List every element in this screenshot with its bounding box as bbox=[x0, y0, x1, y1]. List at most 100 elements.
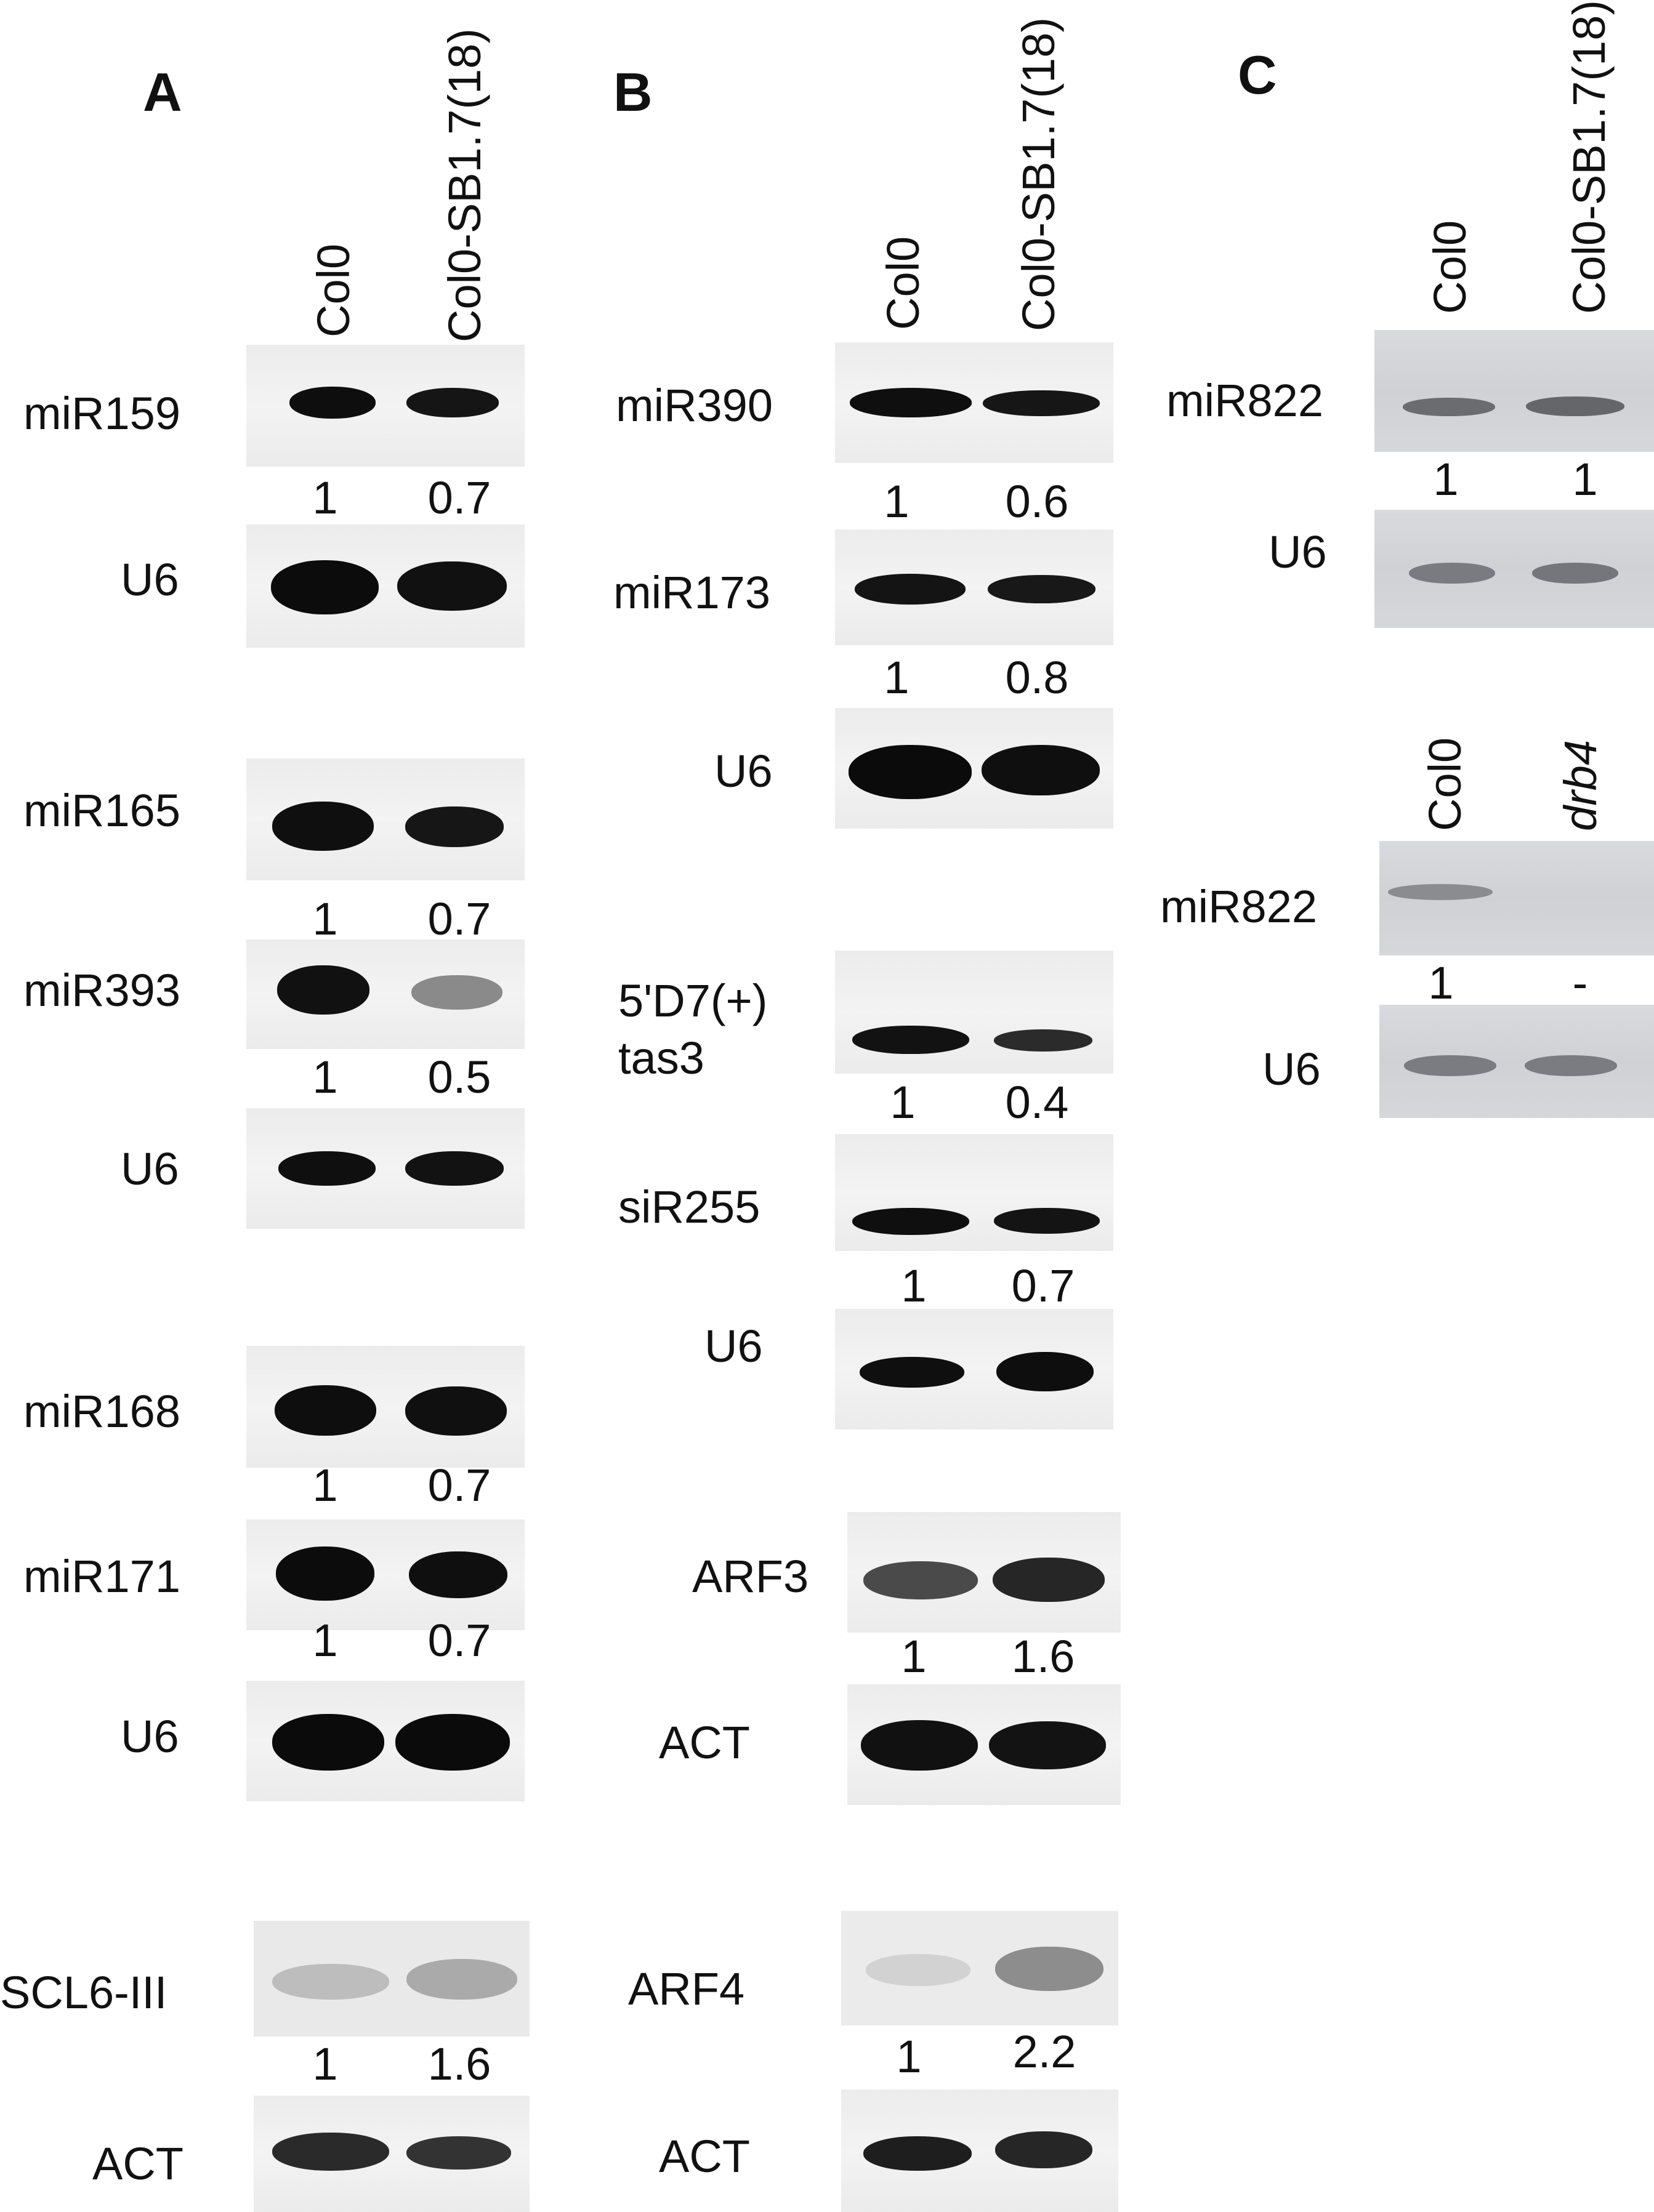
panel-a-blot-u6-3 bbox=[246, 1681, 525, 1801]
band bbox=[994, 1208, 1100, 1234]
panel-a-quant-mir393-sb: 0.5 bbox=[427, 1052, 491, 1103]
panel-a-letter: A bbox=[143, 62, 182, 123]
panel-c-blot-mir822-1 bbox=[1374, 330, 1654, 452]
panel-b-label-act-1: ACT bbox=[659, 1717, 750, 1768]
panel-c-label-mir822-2: miR822 bbox=[1160, 881, 1317, 932]
band bbox=[272, 1964, 389, 2000]
panel-a-blot-mir165 bbox=[246, 758, 525, 880]
panel-c-quant-mir822-2-drb4: - bbox=[1572, 957, 1588, 1008]
band bbox=[988, 575, 1095, 603]
band bbox=[1409, 563, 1495, 584]
panel-b-blot-sir255 bbox=[835, 1134, 1113, 1251]
panel-a-blot-mir171 bbox=[246, 1519, 525, 1630]
band bbox=[397, 561, 507, 611]
panel-a-quant-mir171-sb: 0.7 bbox=[427, 1615, 491, 1666]
panel-c-lane-sb17: Col0-SB1.7(18) bbox=[1563, 0, 1615, 314]
panel-b-quant-arf3-col0: 1 bbox=[901, 1631, 927, 1682]
panel-b-label-mir173: miR173 bbox=[613, 567, 770, 618]
panel-a-quant-mir393-col0: 1 bbox=[312, 1052, 338, 1103]
panel-a-quant-mir165-col0: 1 bbox=[312, 893, 338, 944]
panel-b-label-act-2: ACT bbox=[659, 2131, 750, 2182]
band bbox=[276, 1546, 374, 1601]
panel-b-blot-act-1 bbox=[847, 1684, 1121, 1805]
band bbox=[996, 1352, 1094, 1391]
band bbox=[406, 1959, 517, 2000]
panel-a-label-u6-1: U6 bbox=[121, 554, 179, 605]
panel-a-label-u6-2: U6 bbox=[121, 1143, 179, 1194]
panel-b-quant-sir255-col0: 1 bbox=[901, 1260, 927, 1311]
band bbox=[411, 975, 502, 1010]
panel-c-quant-mir822-2-col0: 1 bbox=[1428, 957, 1454, 1008]
band bbox=[855, 574, 966, 605]
panel-a-label-u6-3: U6 bbox=[121, 1711, 179, 1762]
panel-c-label-u6-1: U6 bbox=[1269, 526, 1327, 577]
panel-a-quant-mir159-col0: 1 bbox=[312, 472, 338, 523]
panel-a-quant-mir168-sb: 0.7 bbox=[427, 1460, 491, 1511]
panel-c-blot-u6-2 bbox=[1379, 1005, 1654, 1118]
panel-b-quant-tas3-col0: 1 bbox=[890, 1077, 916, 1128]
panel-a-quant-mir159-sb: 0.7 bbox=[427, 472, 491, 523]
panel-b-quant-arf3-sb: 1.6 bbox=[1011, 1631, 1075, 1682]
panel-a-lane-col0: Col0 bbox=[308, 243, 359, 337]
band bbox=[983, 390, 1100, 416]
panel-a-label-act: ACT bbox=[92, 2138, 184, 2189]
panel-c-lane-col0: Col0 bbox=[1424, 220, 1475, 314]
panel-b-blot-mir173 bbox=[835, 529, 1113, 645]
panel-b-blot-arf4 bbox=[841, 1911, 1118, 2025]
band bbox=[989, 1721, 1106, 1769]
panel-a-quant-mir171-col0: 1 bbox=[312, 1615, 338, 1666]
band bbox=[1525, 1055, 1617, 1076]
band bbox=[289, 387, 376, 419]
band bbox=[406, 388, 499, 417]
panel-a-blot-mir168 bbox=[246, 1346, 525, 1468]
panel-b-quant-arf4-sb: 2.2 bbox=[1012, 2026, 1076, 2077]
panel-b-label-arf3: ARF3 bbox=[692, 1551, 809, 1602]
band bbox=[272, 2133, 389, 2171]
panel-b-quant-mir173-sb: 0.8 bbox=[1005, 652, 1069, 703]
panel-a-blot-u6-1 bbox=[246, 525, 525, 648]
panel-c-label-u6-2: U6 bbox=[1262, 1044, 1321, 1095]
panel-b-blot-u6-1 bbox=[835, 708, 1113, 829]
band bbox=[994, 1029, 1092, 1052]
band bbox=[275, 1385, 376, 1436]
band bbox=[1404, 1055, 1496, 1076]
panel-b-label-u6-1: U6 bbox=[714, 746, 773, 797]
panel-c-letter: C bbox=[1238, 44, 1277, 105]
panel-b-blot-arf3 bbox=[847, 1512, 1121, 1633]
band bbox=[278, 1151, 376, 1186]
band bbox=[405, 806, 504, 847]
band bbox=[1403, 398, 1495, 416]
band bbox=[277, 965, 369, 1015]
panel-b-label-u6-2: U6 bbox=[704, 1321, 763, 1372]
band bbox=[852, 1026, 969, 1054]
band bbox=[993, 1558, 1105, 1602]
panel-c-lane-col0-2: Col0 bbox=[1419, 737, 1470, 831]
band bbox=[272, 802, 374, 851]
band bbox=[849, 745, 972, 799]
panel-a-label-mir168: miR168 bbox=[23, 1386, 180, 1437]
panel-b-blot-tas3 bbox=[835, 951, 1113, 1074]
band bbox=[271, 560, 379, 614]
panel-a-label-mir393: miR393 bbox=[23, 965, 180, 1016]
band bbox=[409, 1551, 507, 1598]
band bbox=[1388, 884, 1493, 900]
band bbox=[1526, 396, 1624, 416]
panel-a-blot-scl6 bbox=[254, 1921, 530, 2037]
panel-b-label-arf4: ARF4 bbox=[628, 1963, 745, 2014]
panel-a-label-scl6: SCL6-III bbox=[0, 1967, 167, 2018]
panel-b-label-mir390: miR390 bbox=[616, 380, 773, 431]
band bbox=[405, 1151, 504, 1186]
panel-c-quant-mir822-1-col0: 1 bbox=[1433, 454, 1459, 505]
band bbox=[861, 1720, 978, 1771]
band bbox=[272, 1714, 384, 1771]
panel-a-blot-mir393 bbox=[246, 939, 525, 1049]
panel-b-label-tas3: 5'D7(+) tas3 bbox=[618, 975, 768, 1084]
panel-a-label-mir165: miR165 bbox=[23, 785, 180, 836]
panel-a-quant-scl6-col0: 1 bbox=[312, 2038, 338, 2089]
panel-b-quant-tas3-sb: 0.4 bbox=[1005, 1077, 1069, 1128]
panel-a-blot-u6-2 bbox=[246, 1108, 525, 1229]
panel-b-lane-sb17: Col0-SB1.7(18) bbox=[1013, 17, 1064, 331]
band bbox=[863, 1561, 978, 1599]
panel-b-quant-mir390-col0: 1 bbox=[884, 476, 910, 527]
band bbox=[405, 1386, 507, 1436]
